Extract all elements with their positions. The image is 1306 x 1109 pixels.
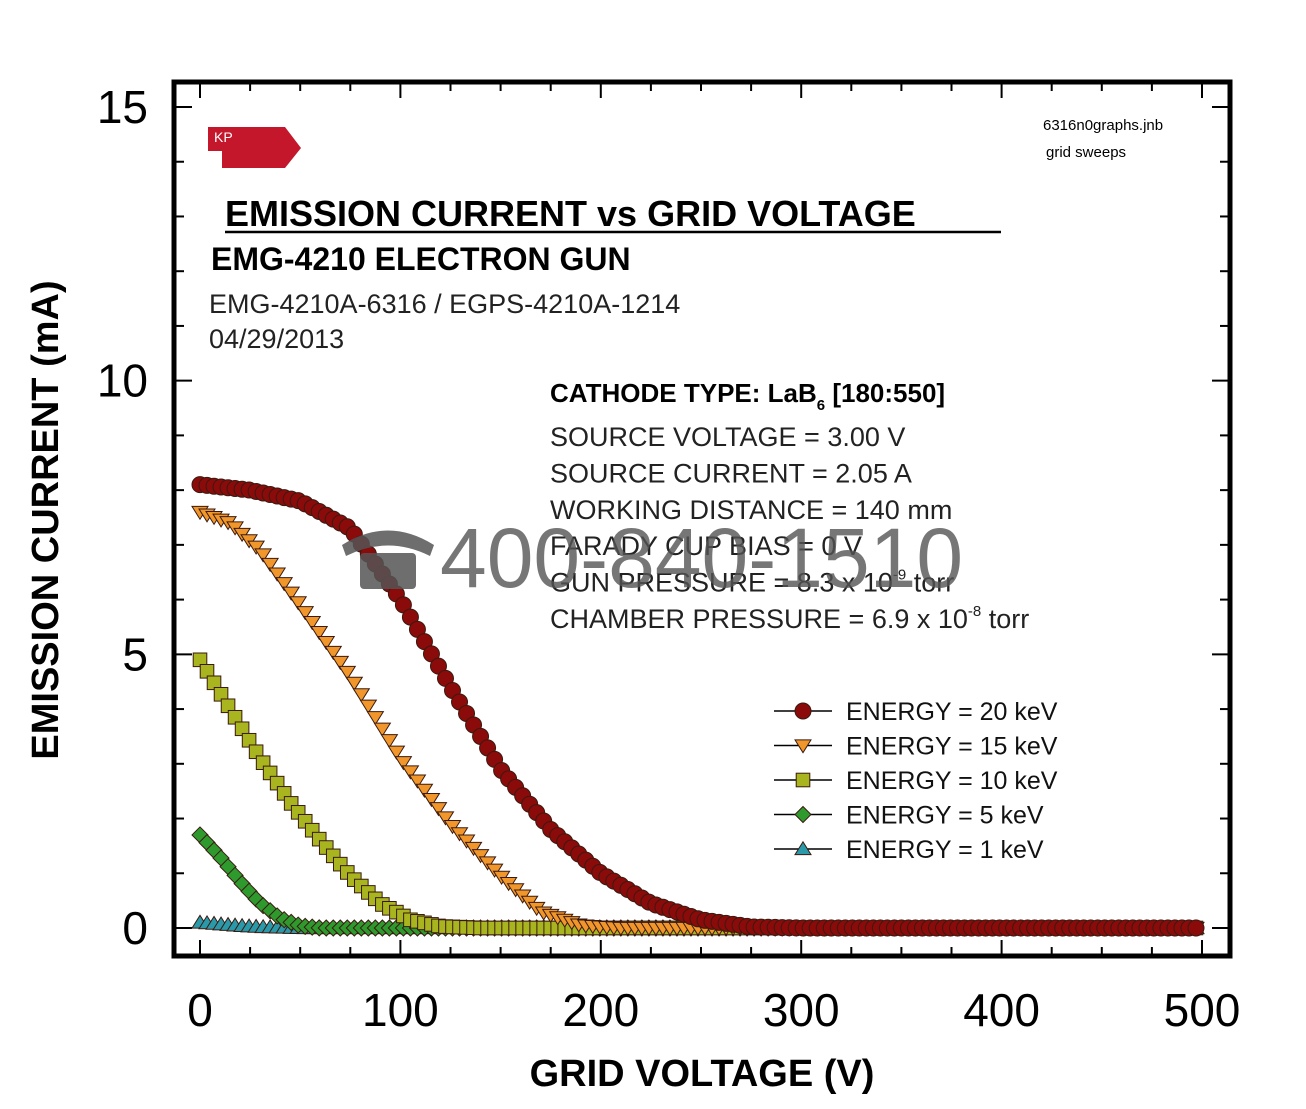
series-circle xyxy=(191,476,1205,937)
condition-line: GUN PRESSURE = 8.3 x 10-9 torr xyxy=(550,567,954,598)
data-point xyxy=(331,655,350,671)
legend-label: ENERGY = 20 keV xyxy=(846,698,1058,726)
data-point xyxy=(289,596,308,611)
data-point xyxy=(1187,919,1205,937)
data-point xyxy=(457,834,476,849)
legend-label: ENERGY = 1 keV xyxy=(846,836,1044,864)
condition-text: SOURCE VOLTAGE = 3.00 V xyxy=(550,422,905,452)
data-point xyxy=(478,856,497,871)
data-point xyxy=(387,745,406,760)
data-point xyxy=(254,548,273,563)
data-point xyxy=(443,819,462,835)
watermark: 400-840-1510 xyxy=(342,511,963,605)
plot-frame xyxy=(171,79,1233,959)
x-tick-label: 400 xyxy=(963,984,1040,1036)
data-point xyxy=(436,811,455,826)
legend-marker xyxy=(794,739,812,754)
data-point xyxy=(366,711,385,726)
data-point xyxy=(422,792,441,808)
kp-logo: KP xyxy=(208,127,301,168)
data-point xyxy=(317,635,336,651)
legend-label: ENERGY = 5 keV xyxy=(846,802,1044,830)
legend-marker xyxy=(795,772,811,788)
data-point xyxy=(394,756,413,771)
data-point xyxy=(380,734,399,749)
operating-conditions: SOURCE VOLTAGE = 3.00 V SOURCE CURRENT = … xyxy=(550,422,1029,634)
x-axis-title: GRID VOLTAGE (V) xyxy=(530,1053,875,1095)
condition-line: SOURCE CURRENT = 2.05 A xyxy=(550,458,912,488)
condition-line: CHAMBER PRESSURE = 6.9 x 10-8 torr xyxy=(550,603,1029,634)
condition-text: SOURCE CURRENT = 2.05 A xyxy=(550,458,912,488)
cathode-subscript: 6 xyxy=(817,397,825,414)
y-tick-label: 5 xyxy=(122,628,148,680)
data-point xyxy=(401,765,420,780)
data-point xyxy=(471,849,490,864)
y-tick-label: 15 xyxy=(97,81,148,133)
cathode-suffix: [180:550] xyxy=(825,378,945,408)
condition-line: FARADY CUP BIAS = 0 V xyxy=(550,531,862,561)
data-point xyxy=(429,802,448,817)
date-line: 04/29/2013 xyxy=(209,324,344,354)
condition-text: FARADY CUP BIAS = 0 V xyxy=(550,531,862,561)
data-point xyxy=(310,626,329,641)
y-tick-label: 0 xyxy=(122,902,148,954)
data-point xyxy=(338,665,357,681)
x-tick-label: 0 xyxy=(187,984,213,1036)
chart-title: EMISSION CURRENT vs GRID VOLTAGE xyxy=(225,193,916,234)
condition-line: SOURCE VOLTAGE = 3.00 V xyxy=(550,422,905,452)
data-point xyxy=(345,676,364,691)
condition-text: CHAMBER PRESSURE = 6.9 x 10 xyxy=(550,604,968,634)
legend-marker xyxy=(794,840,812,856)
y-axis-title: EMISSION CURRENT (mA) xyxy=(25,280,67,759)
data-point xyxy=(275,577,294,592)
legend: ENERGY = 20 keV ENERGY = 15 keV ENERGY = 1… xyxy=(774,698,1058,864)
legend-marker xyxy=(794,702,812,720)
x-tick-label: 500 xyxy=(1164,984,1241,1036)
data-point xyxy=(303,616,322,631)
data-point xyxy=(324,645,343,661)
cathode-prefix: CATHODE TYPE: LaB xyxy=(550,378,817,408)
data-point xyxy=(485,863,504,878)
condition-exponent: -8 xyxy=(968,603,981,620)
data-point xyxy=(247,540,266,555)
data-point xyxy=(373,722,392,737)
condition-text: WORKING DISTANCE = 140 mm xyxy=(550,495,952,525)
x-tick-label: 100 xyxy=(362,984,439,1036)
x-tick-label: 200 xyxy=(562,984,639,1036)
watermark-text: 400-840-1510 xyxy=(440,511,963,605)
data-point xyxy=(415,783,434,798)
file-note-label: grid sweeps xyxy=(1046,144,1126,161)
file-name-label: 6316n0graphs.jnb xyxy=(1043,117,1163,134)
x-tick-label: 300 xyxy=(763,984,840,1036)
cathode-type-line: CATHODE TYPE: LaB6 [180:550] xyxy=(550,378,945,414)
condition-unit: torr xyxy=(981,604,1029,634)
legend-label: ENERGY = 15 keV xyxy=(846,733,1058,761)
legend-marker xyxy=(794,805,812,824)
model-line: EMG-4210A-6316 / EGPS-4210A-1214 xyxy=(209,289,680,319)
condition-exponent: -9 xyxy=(893,567,906,584)
data-point xyxy=(359,699,378,714)
y-tick-label: 10 xyxy=(97,355,148,407)
condition-line: WORKING DISTANCE = 140 mm xyxy=(550,495,952,525)
data-point xyxy=(296,606,315,621)
data-point xyxy=(268,567,287,582)
condition-text: GUN PRESSURE = 8.3 x 10 xyxy=(550,568,893,598)
phone-icon xyxy=(342,530,434,589)
chart-subtitle: EMG-4210 ELECTRON GUN xyxy=(211,241,631,277)
data-point xyxy=(352,688,371,703)
tick-labels: 0 100 200 300 400 500 0 5 10 15 xyxy=(97,81,1241,1036)
data-point xyxy=(464,841,483,857)
data-point xyxy=(261,557,280,573)
kp-logo-arrow xyxy=(208,127,301,168)
data-point xyxy=(282,586,301,601)
data-point xyxy=(450,827,469,842)
data-series xyxy=(191,476,1205,937)
kp-logo-text: KP xyxy=(214,129,233,145)
legend-label: ENERGY = 10 keV xyxy=(846,767,1058,795)
condition-unit: torr xyxy=(906,568,954,598)
data-point xyxy=(408,774,427,789)
